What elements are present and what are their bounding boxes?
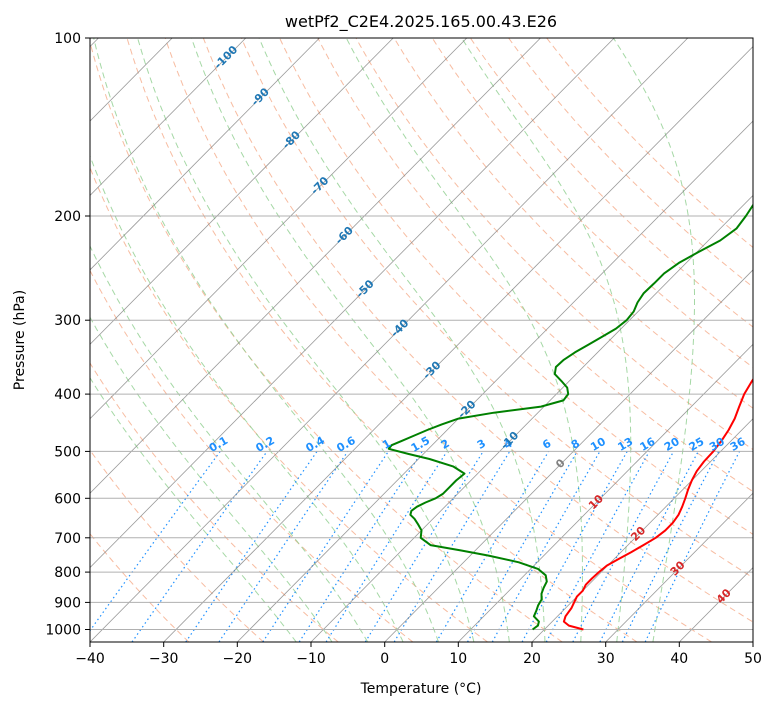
y-tick-label: 300 (54, 313, 81, 329)
chart-title: wetPf2_C2E4.2025.165.00.43.E26 (285, 12, 557, 32)
y-axis-label: Pressure (hPa) (12, 290, 28, 390)
x-tick-label: 20 (523, 651, 541, 667)
y-tick-label: 900 (54, 595, 81, 611)
x-tick-label: −20 (223, 651, 253, 667)
y-tick-label: 100 (54, 31, 81, 47)
y-tick-label: 200 (54, 209, 81, 225)
x-tick-label: −30 (149, 651, 179, 667)
y-tick-label: 1000 (45, 623, 81, 639)
x-tick-label: −40 (75, 651, 105, 667)
y-tick-label: 800 (54, 565, 81, 581)
x-tick-label: 40 (670, 651, 688, 667)
y-tick-label: 700 (54, 531, 81, 547)
x-tick-label: 0 (380, 651, 389, 667)
x-axis-label: Temperature (°C) (360, 681, 482, 697)
x-tick-label: 50 (744, 651, 762, 667)
x-tick-label: 10 (449, 651, 467, 667)
y-tick-label: 500 (54, 444, 81, 460)
x-tick-label: 30 (597, 651, 615, 667)
y-tick-label: 600 (54, 491, 81, 507)
x-tick-label: −10 (296, 651, 326, 667)
y-tick-label: 400 (54, 387, 81, 403)
